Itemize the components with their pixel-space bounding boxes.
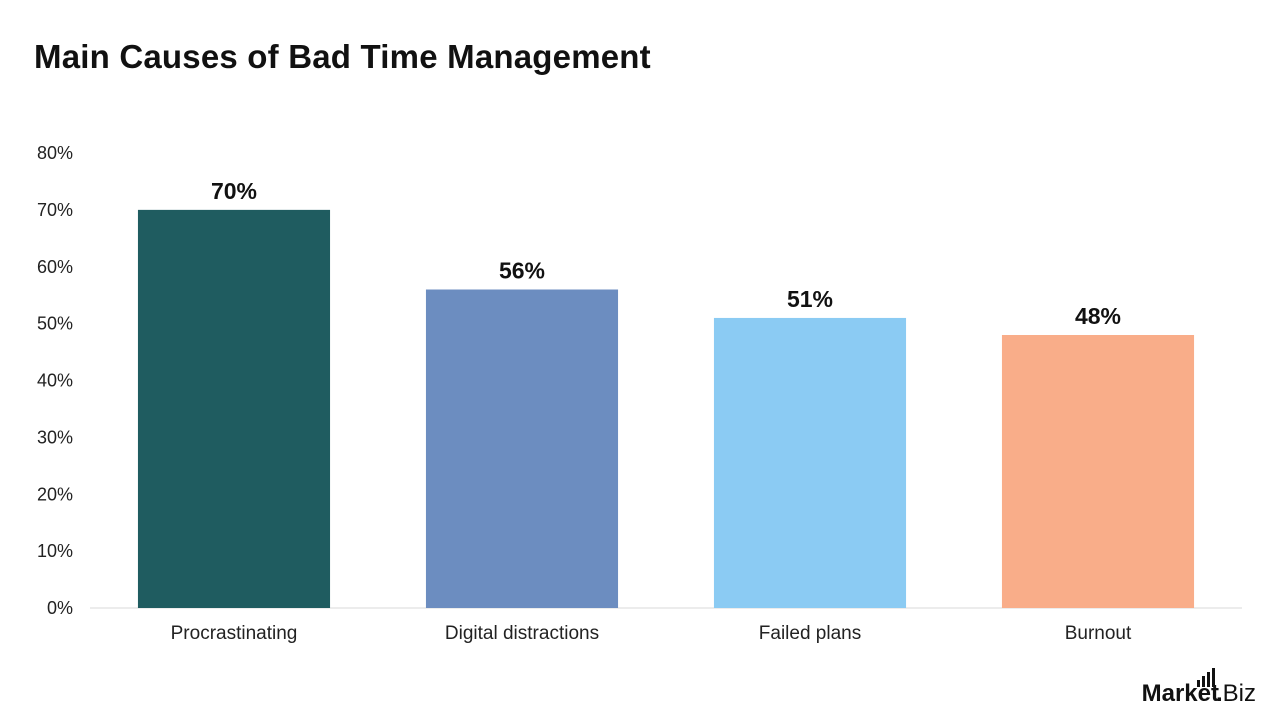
y-tick-label: 10%: [37, 541, 73, 561]
bar: [425, 289, 619, 608]
y-tick-label: 0%: [47, 598, 73, 618]
y-axis: 0% 10% 20% 30% 40% 50% 60% 70% 80%: [37, 143, 73, 618]
data-label: 56%: [499, 258, 545, 284]
data-label: 51%: [787, 286, 833, 312]
y-tick-label: 30%: [37, 427, 73, 447]
brand-separator: .: [1215, 680, 1223, 707]
brand-bars-icon: [1196, 667, 1215, 687]
brand-logo: Market . Biz: [1142, 667, 1256, 706]
x-tick-label: Procrastinating: [171, 623, 298, 644]
chart-title: Main Causes of Bad Time Management: [34, 38, 651, 75]
data-label: 48%: [1075, 303, 1121, 329]
x-tick-label: Burnout: [1065, 623, 1132, 644]
y-tick-label: 20%: [37, 484, 73, 504]
brand-name-bold: Market: [1141, 680, 1219, 707]
y-tick-label: 60%: [37, 257, 73, 277]
y-tick-label: 80%: [37, 143, 73, 163]
brand-name-light: Biz: [1222, 680, 1256, 707]
y-tick-label: 70%: [37, 200, 73, 220]
y-tick-label: 40%: [37, 371, 73, 391]
x-axis: Procrastinating Digital distractions Faile…: [171, 623, 1132, 644]
x-tick-label: Failed plans: [759, 623, 861, 644]
bar: [137, 209, 331, 608]
data-labels: 70% 56% 51% 48%: [211, 178, 1121, 329]
data-label: 70%: [211, 178, 257, 204]
bar: [713, 317, 907, 608]
bars: [137, 209, 1195, 608]
bar: [1001, 335, 1195, 608]
y-tick-label: 50%: [37, 314, 73, 334]
x-tick-label: Digital distractions: [445, 623, 599, 644]
